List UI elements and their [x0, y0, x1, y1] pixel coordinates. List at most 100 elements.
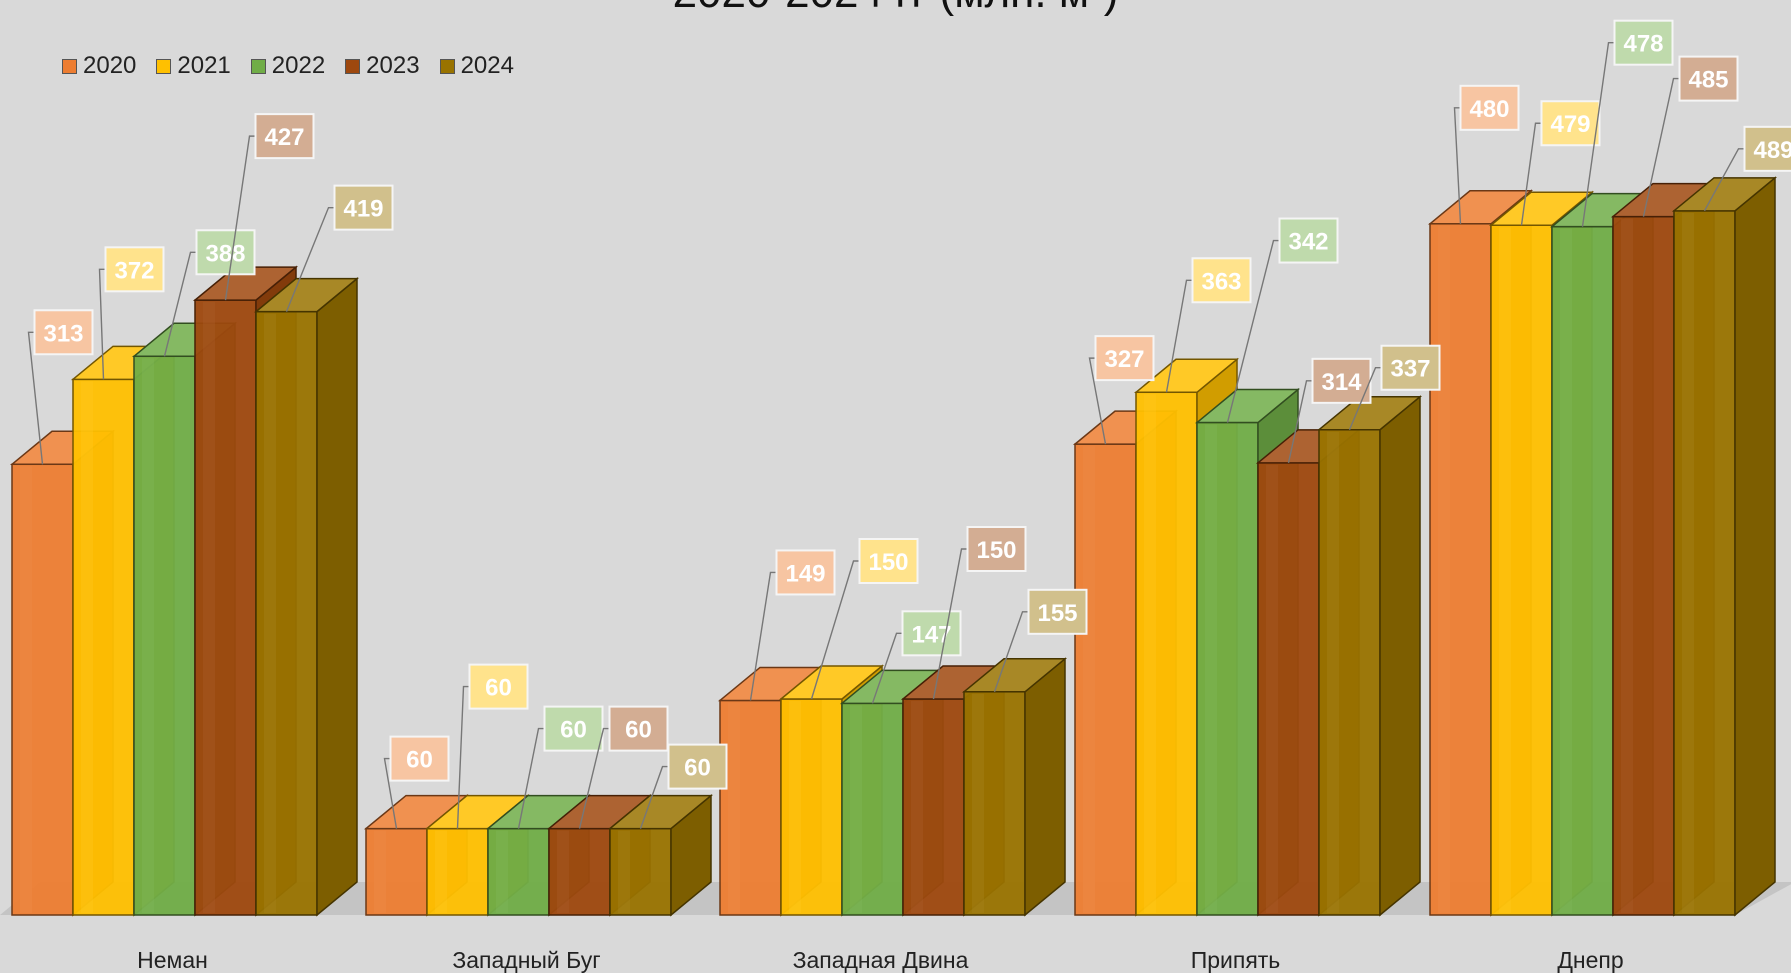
data-label: 479 [1550, 111, 1590, 138]
data-label: 60 [625, 717, 652, 744]
legend-swatch [250, 58, 266, 74]
bar-top [1194, 388, 1301, 424]
legend-label: 2024 [460, 52, 514, 79]
bar-highlight [728, 702, 740, 913]
bar-top [1133, 358, 1240, 394]
bar-side [1379, 395, 1421, 917]
bar-front [1074, 443, 1137, 916]
data-label-box [389, 735, 450, 782]
bar-top [1427, 190, 1534, 225]
bar-side [316, 277, 358, 917]
legend-item-2021: 2021 [156, 52, 231, 80]
bar-highlight [557, 830, 569, 913]
bar-front [1429, 223, 1492, 916]
data-label-box [543, 705, 604, 752]
bar-highlight [374, 830, 386, 913]
data-label-box [1094, 335, 1155, 382]
bar-highlight [1144, 394, 1156, 913]
data-label: 313 [43, 320, 83, 347]
data-label: 60 [485, 675, 512, 702]
legend-swatch [62, 58, 77, 74]
legend-item-2022: 2022 [250, 52, 326, 80]
bar-top [1316, 395, 1423, 431]
bar-front [365, 827, 428, 916]
legend-label: 2022 [271, 52, 326, 79]
bar-highlight [142, 358, 154, 913]
bar-highlight [850, 705, 862, 913]
bar [253, 277, 360, 917]
data-label: 478 [1623, 31, 1663, 58]
bar-top [961, 658, 1068, 693]
bar-front [133, 355, 196, 916]
data-label-box [1540, 100, 1601, 147]
data-label: 60 [406, 747, 433, 774]
bar-front [1257, 462, 1320, 916]
data-label-box [254, 113, 315, 160]
data-label-box [901, 610, 962, 657]
x-tick-label: Днепр [1557, 947, 1623, 973]
bar-side [1024, 657, 1066, 917]
legend-item-2024: 2024 [439, 52, 514, 80]
data-label: 150 [976, 537, 1016, 564]
data-label: 489 [1753, 137, 1791, 164]
data-label: 327 [1104, 346, 1144, 373]
data-label: 314 [1321, 369, 1362, 396]
data-label: 155 [1037, 600, 1077, 627]
bar-front [426, 827, 489, 916]
legend-label: 2020 [83, 52, 137, 79]
bar-highlight [972, 693, 984, 913]
chart-title: 2020-2024 гг (млн. м³) [0, 0, 1791, 18]
data-label-box [333, 184, 394, 231]
bar-front [11, 463, 74, 916]
bar-highlight [1327, 431, 1339, 913]
data-label: 363 [1201, 268, 1241, 295]
bar-top [1671, 177, 1778, 212]
data-label-box [33, 309, 94, 356]
data-label-box [966, 526, 1027, 572]
data-label: 60 [684, 755, 711, 782]
data-label-box [1459, 84, 1520, 131]
bar-top [778, 665, 885, 700]
x-tick-label: Западный Буг [452, 947, 600, 973]
legend-label: 2021 [177, 52, 231, 79]
bar-front [1135, 391, 1198, 916]
data-label-box [468, 663, 529, 710]
bar-highlight [20, 466, 32, 913]
data-label-box [1311, 357, 1372, 404]
legend-swatch [439, 58, 455, 74]
bar-highlight [1560, 228, 1572, 913]
bar-front [72, 378, 135, 916]
bar-top [192, 266, 299, 301]
data-label: 150 [868, 549, 908, 576]
data-label: 427 [264, 124, 304, 151]
bar-front [1551, 225, 1614, 916]
data-label-box [195, 229, 256, 276]
data-label: 342 [1288, 229, 1328, 256]
bar-highlight [435, 830, 447, 913]
bar [607, 794, 714, 917]
bar [1316, 395, 1423, 917]
bar [1671, 176, 1778, 917]
bar-highlight [1682, 212, 1694, 914]
data-label-box [1027, 588, 1088, 635]
data-label-box [1380, 344, 1441, 391]
bar-top [253, 277, 360, 313]
data-label: 337 [1390, 356, 1430, 383]
data-label-box [104, 246, 165, 293]
bar-front [1673, 210, 1736, 916]
data-label: 485 [1688, 67, 1728, 94]
data-label-box [667, 743, 728, 790]
bar-highlight [618, 830, 630, 913]
bar-front [780, 698, 843, 916]
x-tick-label: Припять [1191, 947, 1281, 973]
legend-item-2020: 2020 [62, 52, 136, 80]
bar-highlight [1621, 218, 1633, 914]
data-label-box [1191, 257, 1252, 304]
bar-highlight [789, 701, 801, 913]
bar-highlight [496, 830, 508, 913]
bar-highlight [1083, 446, 1095, 913]
bar-highlight [81, 381, 93, 913]
